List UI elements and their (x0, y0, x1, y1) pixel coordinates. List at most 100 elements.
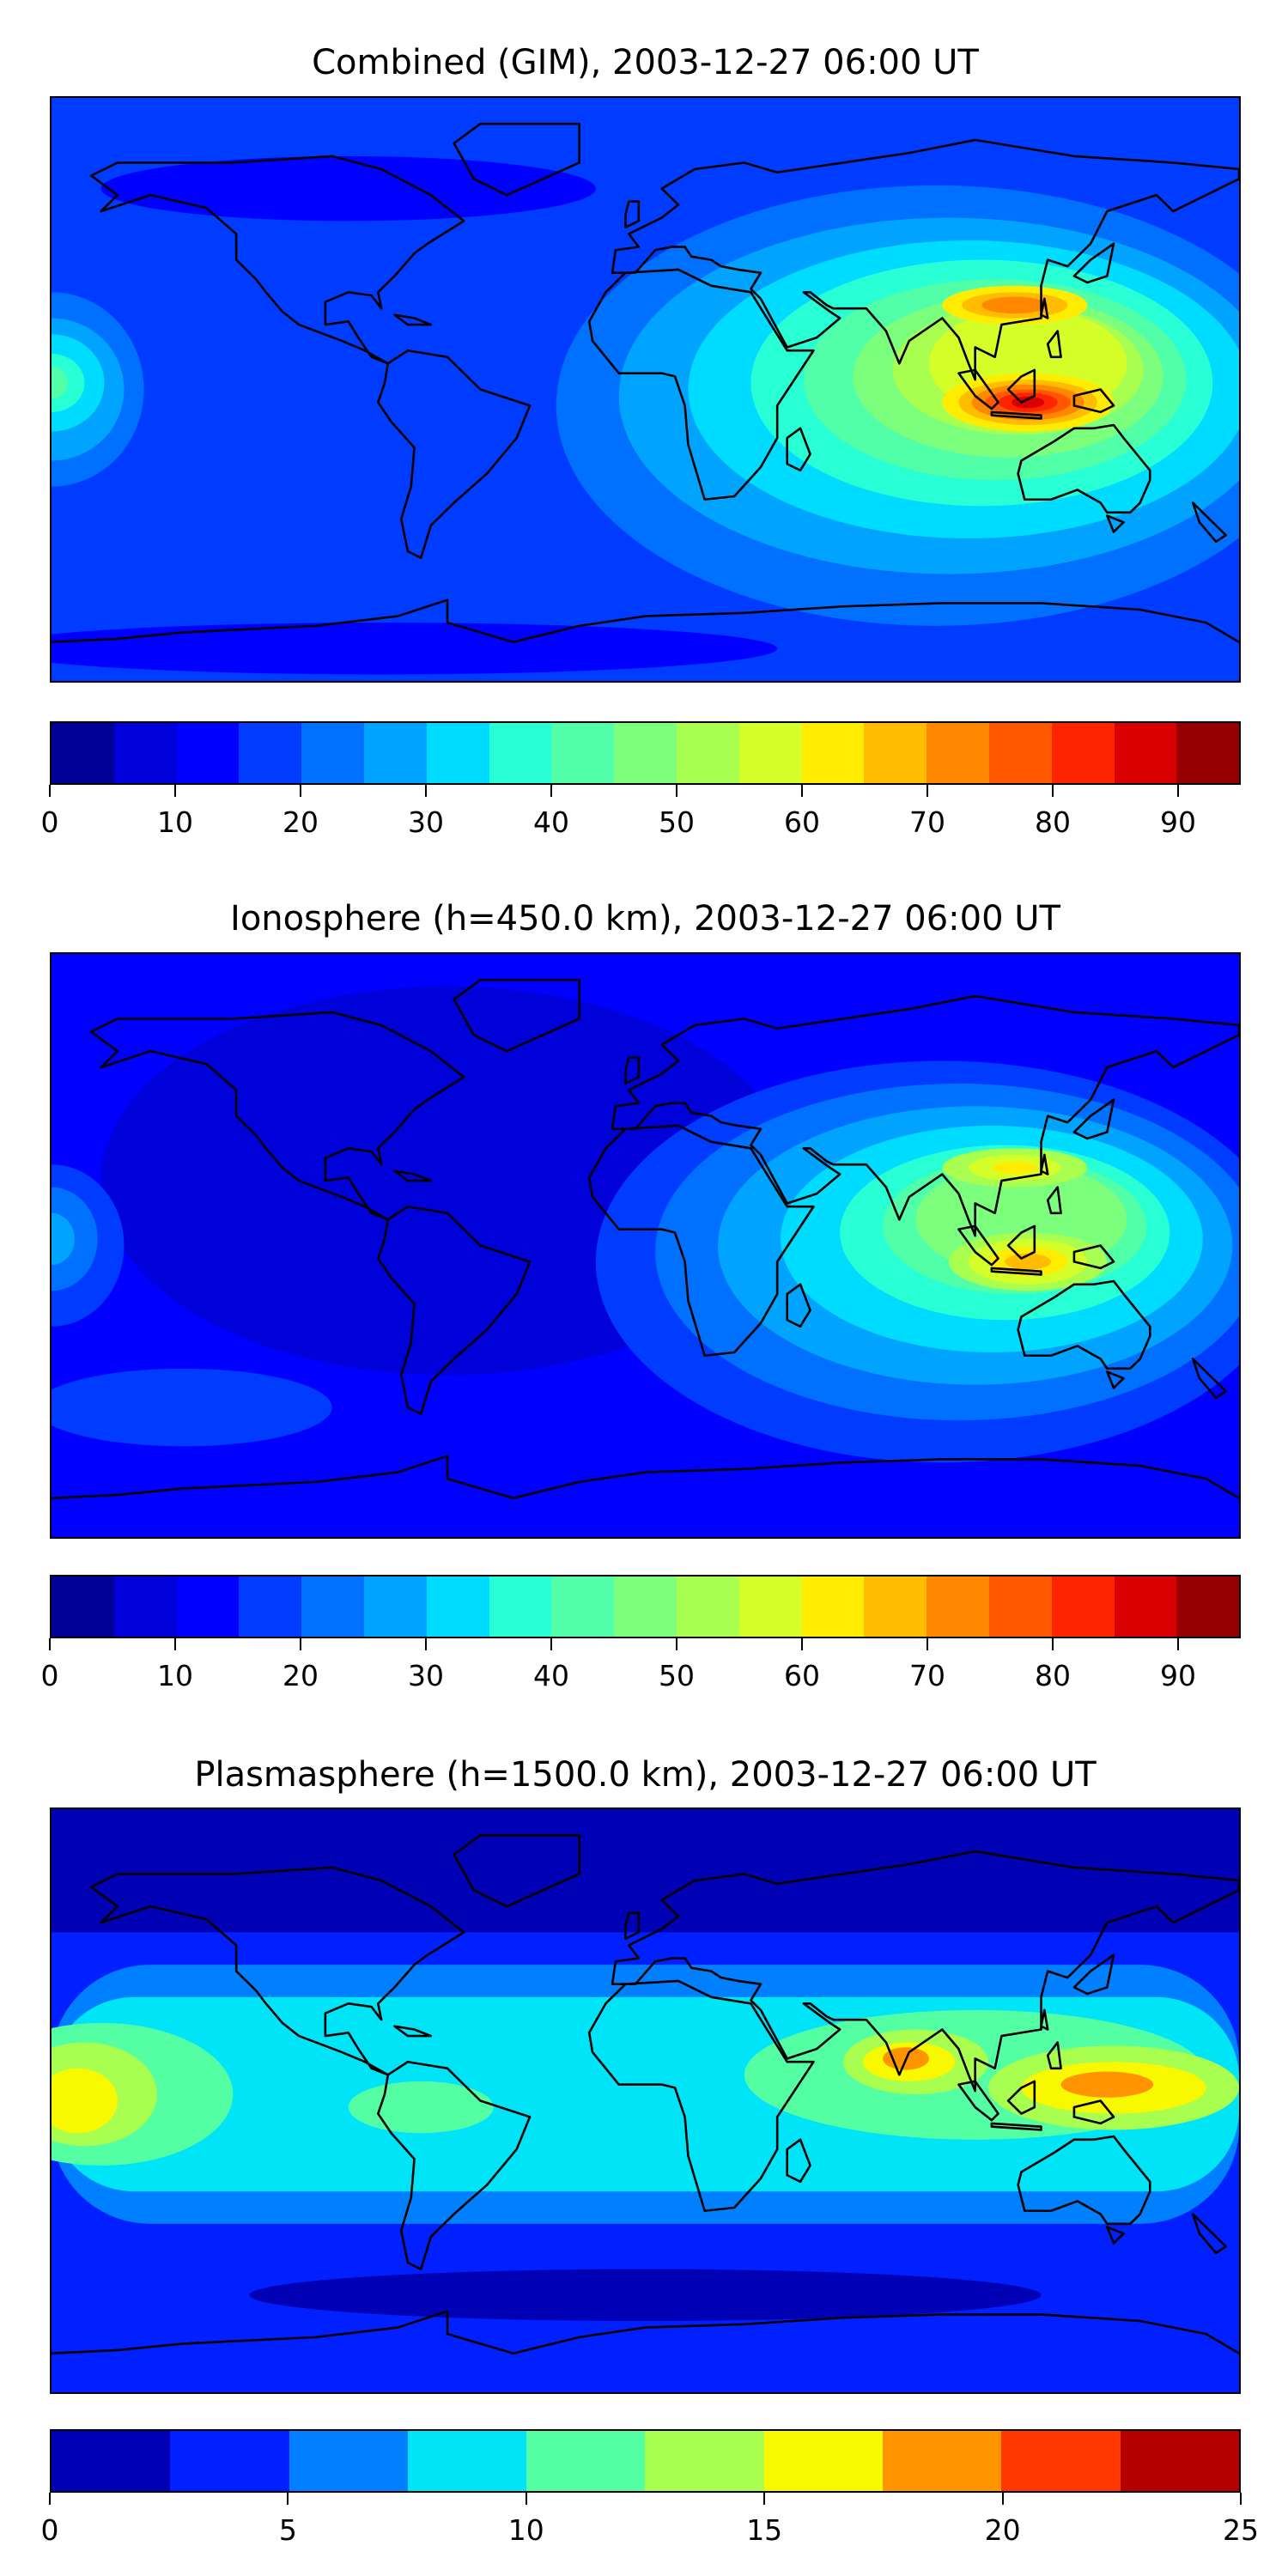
colorbar-segment (363, 1577, 427, 1637)
colorbar-tick-mark (1240, 2493, 1242, 2505)
colorbar-tick-label: 0 (40, 2513, 59, 2547)
colorbar-tick-mark (1052, 1638, 1054, 1650)
panel-1-map (50, 96, 1241, 683)
colorbar-tick-label: 20 (984, 2513, 1021, 2547)
colorbar-tick-mark (550, 785, 552, 797)
panel-3-map (50, 1807, 1241, 2394)
colorbar-segment (1051, 1577, 1115, 1637)
colorbar-segment (645, 2431, 764, 2491)
colorbar-segment (239, 723, 302, 783)
colorbar-segment (239, 1577, 302, 1637)
contour-band-70-75 (981, 296, 1048, 314)
colorbar-segment (551, 723, 615, 783)
colorbar-segment (614, 1577, 677, 1637)
colorbar-tick-label: 60 (784, 1659, 820, 1692)
colorbar-segment (927, 1577, 989, 1637)
panel-2-colorbar (50, 1575, 1241, 1638)
panel-1-colorbar (50, 721, 1241, 785)
panel-1-colorbar-ticks: 0 10 20 30 40 50 60 70 80 90 (41, 785, 1241, 845)
contour-band-10-15 (100, 155, 596, 222)
colorbar-tick-mark (300, 785, 301, 797)
colorbar-segment (113, 1577, 177, 1637)
colorbar-segment (551, 1577, 615, 1637)
colorbar-tick-label: 10 (157, 1659, 193, 1692)
colorbar-tick-mark (927, 1638, 928, 1650)
contour-band-15-20 (52, 1368, 332, 1447)
colorbar-segment (363, 723, 427, 783)
colorbar-segment (927, 723, 989, 783)
colorbar-tick-mark (550, 1638, 552, 1650)
colorbar-segment (1051, 723, 1115, 783)
colorbar-tick-mark (425, 785, 427, 797)
colorbar-segment (1001, 2431, 1121, 2491)
colorbar-tick-label: 20 (283, 805, 319, 839)
colorbar-tick-label: 50 (659, 1659, 695, 1692)
panel-3-title: Plasmasphere (h=1500.0 km), 2003-12-27 0… (194, 1755, 1097, 1795)
colorbar-segment (176, 1577, 240, 1637)
colorbar-tick-mark (1001, 2493, 1004, 2505)
colorbar-tick-label: 0 (40, 805, 59, 839)
colorbar-tick-label: 80 (1035, 805, 1071, 839)
colorbar-tick-label: 40 (533, 805, 569, 839)
panel-2-colorbar-ticks: 0 10 20 30 40 50 60 70 80 90 (41, 1638, 1241, 1698)
colorbar-tick-label: 70 (909, 805, 945, 839)
colorbar-segment (426, 723, 489, 783)
colorbar-tick-label: 0 (40, 1659, 59, 1692)
colorbar-segment (1176, 1577, 1240, 1637)
colorbar-tick-mark (1177, 785, 1179, 797)
colorbar-tick-label: 90 (1160, 805, 1196, 839)
colorbar-segment (52, 2431, 171, 2491)
colorbar-segment (738, 1577, 802, 1637)
colorbar-tick-label: 60 (784, 805, 820, 839)
colorbar-segment (489, 1577, 552, 1637)
colorbar-tick-mark (287, 2493, 289, 2505)
colorbar-segment (526, 2431, 646, 2491)
colorbar-tick-mark (1177, 1638, 1179, 1650)
colorbar-tick-label: 10 (507, 2513, 544, 2547)
colorbar-tick-mark (927, 785, 928, 797)
colorbar-segment (52, 723, 114, 783)
panel-3-contour-plot (52, 1809, 1239, 2392)
contour-band-10-15 (52, 623, 778, 675)
colorbar-segment (676, 1577, 739, 1637)
colorbar-segment (801, 723, 865, 783)
colorbar-segment (407, 2431, 527, 2491)
colorbar-segment (864, 723, 927, 783)
colorbar-segment (176, 723, 240, 783)
colorbar-tick-mark (49, 2493, 51, 2505)
colorbar-segment (614, 723, 677, 783)
colorbar-tick-mark (1052, 785, 1054, 797)
colorbar-tick-label: 5 (278, 2513, 297, 2547)
colorbar-tick-mark (49, 785, 51, 797)
contour-band-0-2.5 (52, 1809, 1239, 1933)
contour-band-17.5-20 (1060, 2071, 1154, 2098)
colorbar-tick-label: 70 (909, 1659, 945, 1692)
colorbar-segment (289, 2431, 408, 2491)
colorbar-tick-label: 50 (659, 805, 695, 839)
colorbar-segment (301, 1577, 364, 1637)
colorbar-segment (170, 2431, 289, 2491)
colorbar-segment (763, 2431, 884, 2491)
colorbar-tick-mark (525, 2493, 527, 2505)
contour-band-0-2.5 (249, 2269, 1042, 2322)
colorbar-tick-mark (49, 1638, 51, 1650)
colorbar-segment (1120, 2431, 1239, 2491)
colorbar-tick-mark (763, 2493, 766, 2505)
colorbar-segment (1114, 1577, 1177, 1637)
colorbar-segment (676, 723, 739, 783)
colorbar-tick-mark (801, 785, 803, 797)
colorbar-segment (52, 1577, 114, 1637)
colorbar-tick-label: 20 (283, 1659, 319, 1692)
colorbar-segment (301, 723, 364, 783)
colorbar-tick-label: 30 (408, 1659, 444, 1692)
panel-2-map (50, 952, 1241, 1539)
panel-1-title: Combined (GIM), 2003-12-27 06:00 UT (312, 43, 979, 82)
colorbar-segment (489, 723, 552, 783)
colorbar-tick-mark (425, 1638, 427, 1650)
colorbar-segment (738, 723, 802, 783)
colorbar-tick-label: 15 (746, 2513, 783, 2547)
colorbar-tick-mark (174, 785, 176, 797)
contour-band-40-45 (52, 367, 69, 399)
colorbar-tick-mark (676, 785, 677, 797)
colorbar-tick-label: 40 (533, 1659, 569, 1692)
